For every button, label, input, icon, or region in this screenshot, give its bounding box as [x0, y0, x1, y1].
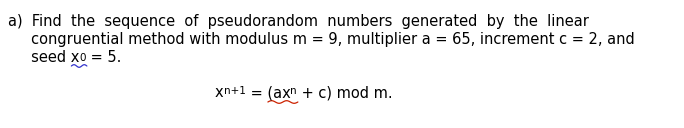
Text: 0: 0 [79, 53, 86, 63]
Text: + c) mod m.: + c) mod m. [297, 85, 393, 100]
Text: = 5.: = 5. [86, 50, 121, 65]
Text: congruential method with modulus m = 9, multiplier a = 65, increment c = 2, and: congruential method with modulus m = 9, … [8, 32, 635, 47]
Text: n: n [290, 86, 297, 96]
Text: seed x: seed x [8, 50, 79, 65]
Text: = (ax: = (ax [246, 85, 290, 100]
Text: n+1: n+1 [224, 86, 246, 96]
Text: x: x [215, 85, 224, 100]
Text: a)  Find  the  sequence  of  pseudorandom  numbers  generated  by  the  linear: a) Find the sequence of pseudorandom num… [8, 14, 589, 29]
